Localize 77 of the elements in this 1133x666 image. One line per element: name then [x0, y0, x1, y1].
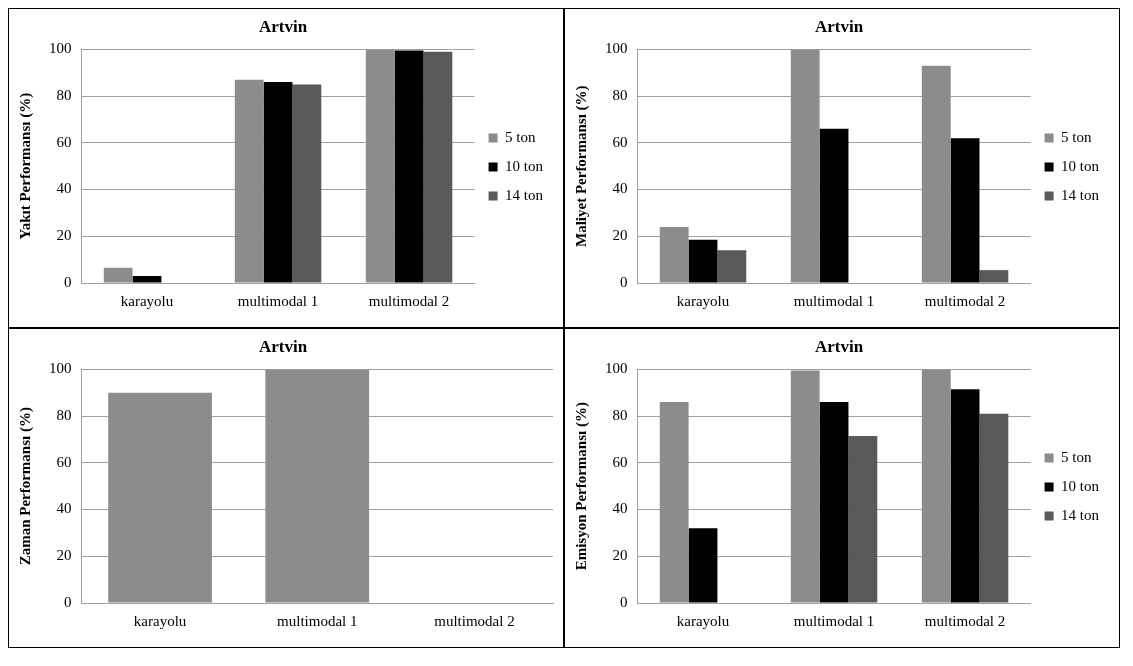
legend-label: 10 ton [505, 157, 544, 174]
x-tick-label: karayolu [120, 292, 174, 309]
bar [819, 402, 849, 603]
x-tick-label: multimodal 1 [237, 292, 319, 309]
bar [790, 49, 820, 283]
y-tick-label: 80 [56, 87, 72, 104]
y-tick-label: 20 [612, 227, 628, 244]
y-tick-label: 20 [56, 227, 72, 244]
legend-label: 5 ton [1061, 448, 1092, 465]
chart-title: Artvin [814, 336, 864, 356]
bar [979, 413, 1009, 603]
y-tick-label: 0 [64, 593, 72, 610]
legend-label: 5 ton [1061, 128, 1092, 145]
y-axis-title: Emisyon Performansı (%) [572, 402, 590, 571]
y-tick-label: 20 [612, 547, 628, 564]
y-tick-label: 0 [64, 273, 72, 290]
bar [365, 49, 395, 283]
bar [263, 82, 293, 283]
legend-label: 10 ton [1061, 157, 1100, 174]
y-tick-label: 100 [49, 360, 72, 377]
legend-label: 5 ton [505, 128, 536, 145]
chart-title: Artvin [258, 336, 308, 356]
x-tick-label: multimodal 1 [793, 292, 875, 309]
y-axis-title: Maliyet Performansı (%) [572, 85, 590, 247]
bar [921, 65, 951, 283]
bar [292, 84, 322, 283]
bar [659, 226, 689, 283]
bar [423, 51, 453, 283]
bar [394, 50, 424, 283]
x-tick-label: multimodal 1 [277, 612, 358, 629]
y-tick-label: 0 [620, 593, 628, 610]
bar [950, 389, 980, 603]
bar [979, 270, 1009, 283]
legend-label: 10 ton [1061, 477, 1100, 494]
chart-title: Artvin [258, 16, 308, 36]
y-tick-label: 80 [612, 407, 628, 424]
x-tick-label: multimodal 2 [434, 612, 515, 629]
y-tick-label: 0 [620, 273, 628, 290]
bar [950, 138, 980, 283]
x-tick-label: multimodal 2 [924, 612, 1006, 629]
y-tick-label: 40 [56, 500, 72, 517]
y-tick-label: 60 [612, 133, 628, 150]
y-tick-label: 40 [612, 500, 628, 517]
x-tick-label: karayolu [676, 612, 730, 629]
legend-label: 14 ton [1061, 506, 1100, 523]
bar [132, 275, 162, 283]
y-tick-label: 60 [612, 453, 628, 470]
y-tick-label: 60 [56, 133, 72, 150]
y-tick-label: 60 [56, 453, 72, 470]
y-axis-title: Zaman Performansı (%) [16, 407, 34, 566]
y-tick-label: 100 [605, 360, 628, 377]
bar [921, 369, 951, 603]
y-tick-label: 80 [612, 87, 628, 104]
x-tick-label: karayolu [676, 292, 730, 309]
bar [688, 528, 718, 603]
legend-label: 14 ton [1061, 186, 1100, 203]
bar [819, 128, 849, 283]
bar [659, 402, 689, 603]
y-axis-title: Yakıt Performansı (%) [16, 92, 34, 240]
y-tick-label: 80 [56, 407, 72, 424]
legend-label: 14 ton [505, 186, 544, 203]
bar [790, 370, 820, 603]
bar [688, 239, 718, 283]
y-tick-label: 100 [49, 40, 72, 57]
x-tick-label: karayolu [133, 612, 187, 629]
y-tick-label: 100 [605, 40, 628, 57]
bar [848, 435, 878, 603]
chart-title: Artvin [814, 16, 864, 36]
x-tick-label: multimodal 2 [368, 292, 450, 309]
x-tick-label: multimodal 2 [924, 292, 1006, 309]
y-tick-label: 40 [56, 180, 72, 197]
y-tick-label: 20 [56, 547, 72, 564]
bar [103, 267, 133, 283]
bar [234, 79, 264, 283]
y-tick-label: 40 [612, 180, 628, 197]
x-tick-label: multimodal 1 [793, 612, 875, 629]
bar [717, 250, 747, 283]
